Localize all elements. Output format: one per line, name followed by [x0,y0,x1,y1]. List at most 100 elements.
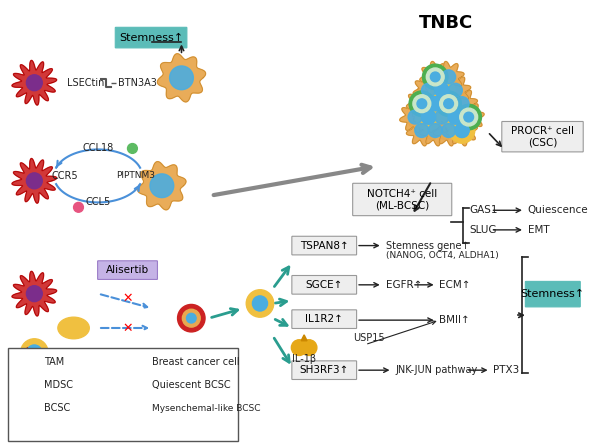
Circle shape [442,124,455,138]
Circle shape [448,110,463,124]
Text: (NANOG, OCT4, ALDHA1): (NANOG, OCT4, ALDHA1) [386,251,498,260]
Circle shape [25,358,34,367]
Polygon shape [427,75,457,106]
Circle shape [422,110,436,124]
Circle shape [150,174,174,198]
Circle shape [246,290,274,317]
Circle shape [415,124,429,138]
Polygon shape [433,61,464,92]
Polygon shape [433,115,464,146]
Circle shape [456,104,481,130]
Circle shape [417,99,427,108]
Polygon shape [413,75,444,106]
Polygon shape [420,88,451,119]
Text: USP15: USP15 [353,333,385,343]
Circle shape [455,124,469,138]
Circle shape [440,95,458,112]
Text: BTN3A3: BTN3A3 [118,78,157,88]
Text: LSECtin: LSECtin [67,78,104,88]
Polygon shape [420,61,451,92]
Polygon shape [446,88,478,119]
Circle shape [415,97,429,111]
FancyBboxPatch shape [292,276,356,294]
Text: Stemness gene↑: Stemness gene↑ [386,241,469,250]
Text: Stemness↑: Stemness↑ [521,289,585,299]
Circle shape [428,124,442,138]
Text: EGFR↑: EGFR↑ [386,280,422,290]
Circle shape [133,405,142,413]
Circle shape [435,83,449,97]
Circle shape [408,110,422,124]
Circle shape [253,296,268,311]
Circle shape [26,75,42,90]
Circle shape [436,91,461,116]
Circle shape [449,118,475,143]
Polygon shape [12,159,57,203]
Circle shape [428,70,442,84]
Circle shape [442,70,455,84]
Circle shape [422,64,448,90]
Text: MDSC: MDSC [44,380,73,390]
Text: BMII↑: BMII↑ [439,315,470,325]
Circle shape [130,378,145,392]
Text: Quiescent BCSC: Quiescent BCSC [152,380,230,390]
Polygon shape [427,102,457,133]
Polygon shape [12,271,57,316]
Text: BCSC: BCSC [44,404,70,414]
Circle shape [20,339,48,366]
Circle shape [26,286,42,302]
Text: PROCR⁺ cell
(CSC): PROCR⁺ cell (CSC) [511,126,574,147]
FancyBboxPatch shape [526,281,580,307]
Polygon shape [420,115,451,146]
Circle shape [428,97,442,111]
Circle shape [461,110,476,124]
Circle shape [178,305,205,332]
Polygon shape [400,102,431,133]
Circle shape [26,173,42,189]
Circle shape [422,110,436,124]
Circle shape [23,402,35,414]
Text: NOTCH4⁺ cell
(ML-BCSC): NOTCH4⁺ cell (ML-BCSC) [367,189,437,210]
Circle shape [435,110,449,124]
Circle shape [442,97,455,111]
Polygon shape [406,115,437,146]
Polygon shape [138,162,186,210]
Circle shape [455,97,469,111]
Circle shape [19,398,40,419]
Circle shape [448,110,463,124]
Circle shape [464,112,473,122]
Text: Stemness↑: Stemness↑ [119,33,183,43]
Polygon shape [440,102,471,133]
Circle shape [427,68,444,86]
FancyBboxPatch shape [115,27,187,48]
Text: SLUG: SLUG [469,225,496,235]
Circle shape [127,374,148,396]
Polygon shape [440,75,471,106]
Text: PTX3: PTX3 [493,365,520,375]
Polygon shape [157,54,206,102]
Text: Quiescence: Quiescence [528,205,589,215]
Text: Breast cancer cell: Breast cancer cell [152,358,239,367]
Text: CCL5: CCL5 [85,198,111,207]
Text: CCR5: CCR5 [52,171,79,181]
Text: TAM: TAM [44,358,64,367]
Circle shape [131,357,143,368]
FancyBboxPatch shape [292,361,356,379]
Circle shape [428,97,442,111]
Circle shape [292,340,307,355]
Circle shape [416,104,441,130]
Text: TNBC: TNBC [419,14,473,32]
Circle shape [27,345,42,360]
Circle shape [128,143,137,153]
Circle shape [301,340,317,355]
Polygon shape [124,349,151,376]
Circle shape [430,72,440,82]
Circle shape [182,309,200,327]
Polygon shape [453,102,484,133]
Polygon shape [413,102,444,133]
Ellipse shape [58,317,89,339]
Text: SH3RF3↑: SH3RF3↑ [299,365,349,375]
Circle shape [74,202,83,212]
Circle shape [448,83,463,97]
Text: CCL18: CCL18 [82,143,114,154]
